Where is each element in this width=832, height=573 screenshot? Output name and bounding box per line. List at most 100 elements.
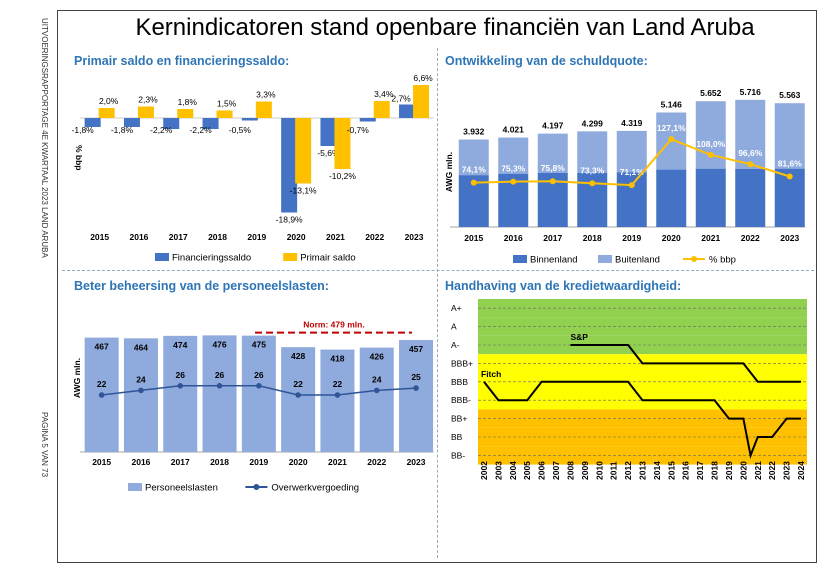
chart2-pct-point-2015: [470, 179, 477, 186]
chart2-total-2023: 5.563: [779, 90, 801, 100]
chart2-title: Ontwikkeling van de schuldquote:: [445, 54, 648, 68]
chart4-xtick-2019: 2019: [724, 461, 734, 480]
chart4-rating-BB-: BB-: [451, 450, 465, 460]
chart1-bar-primair-2018: [216, 110, 233, 118]
chart3-overwerk-point-2018: [216, 383, 223, 389]
chart4-rating-BBB-: BBB-: [451, 395, 471, 405]
page-number-label: PAGINA 5 VAN 73: [40, 412, 49, 478]
chart3-xtick-2015: 2015: [92, 457, 111, 467]
chart4-title: Handhaving van de kredietwaardigheid:: [445, 279, 682, 293]
chart1-label-1-2017: 1,8%: [178, 97, 198, 107]
chart3-bar-2021: [320, 349, 355, 452]
chart2-pct-label-2018: 73,3%: [580, 165, 605, 175]
chart3-xtick-2022: 2022: [367, 457, 386, 467]
chart4-xtick-2018: 2018: [710, 461, 720, 480]
chart1-bar-financieringssaldo-2018: [202, 118, 219, 129]
chart3-xtick-2020: 2020: [289, 457, 308, 467]
chart1-bar-primair-2021: [334, 118, 351, 169]
chart3-overwerk-label-2016: 24: [136, 374, 146, 384]
chart3-overwerk-point-2020: [295, 392, 301, 398]
chart1-bar-primair-2016: [137, 106, 154, 118]
chart4-xtick-2009: 2009: [580, 461, 590, 480]
page-title: Kernindicatoren stand openbare financiën…: [135, 14, 755, 41]
chart2-pct-point-2020: [668, 136, 675, 143]
chart1-label-1-2021: -10,2%: [329, 171, 356, 181]
chart1-xtick-2018: 2018: [208, 232, 227, 242]
chart3-title: Beter beheersing van de personeelslasten…: [74, 279, 329, 293]
chart3-bar-2022: [359, 347, 394, 452]
chart3-overwerk-point-2015: [98, 392, 105, 398]
chart3-bar-label-2018: 476: [212, 339, 226, 349]
chart2-legend-marker-2: [691, 256, 697, 262]
chart1-xtick-2019: 2019: [247, 232, 266, 242]
chart2-bar-buitenland-2016: [498, 137, 529, 174]
chart3-bar-label-2015: 467: [95, 342, 109, 352]
chart4-band-1: [478, 317, 807, 336]
chart4-xtick-2024: 2024: [796, 461, 806, 480]
chart2-pct-point-2023: [786, 173, 793, 180]
chart1-label-1-2015: 2,0%: [99, 96, 119, 106]
chart2-pct-point-2019: [628, 182, 635, 189]
chart1-bar-financieringssaldo-2019: [241, 118, 258, 121]
vertical-divider: [437, 48, 438, 558]
chart2-pct-point-2021: [707, 151, 714, 158]
chart3-bar-2018: [202, 335, 237, 452]
chart4-xtick-2007: 2007: [551, 461, 561, 480]
chart2-total-2015: 3.932: [463, 127, 485, 137]
report-side-label: UITVOERINGSRAPPORTAGE 4E KWARTAAL 2023 L…: [40, 18, 49, 258]
chart3-bar-label-2019: 475: [252, 340, 266, 350]
chart1-bar-financieringssaldo-2021: [320, 118, 337, 146]
chart2-pct-point-2016: [510, 178, 517, 185]
chart4-rating-BB+: BB+: [451, 414, 467, 424]
chart2-bar-buitenland-2019: [616, 130, 647, 173]
chart1-bar-financieringssaldo-2023: [399, 104, 416, 118]
chart3-legend-swatch-0: [128, 483, 142, 491]
chart2-pct-label-2021: 108,0%: [696, 139, 725, 149]
chart2-total-2016: 4.021: [503, 125, 525, 135]
chart1-label-1-2016: 2,3%: [138, 95, 158, 105]
chart1-xtick-2020: 2020: [287, 232, 306, 242]
chart1-bar-primair-2019: [255, 101, 272, 118]
chart2-pct-label-2017: 75,8%: [541, 163, 566, 173]
chart2-xtick-2022: 2022: [741, 233, 760, 243]
chart4-rating-A-: A-: [451, 340, 460, 350]
chart2-bar-buitenland-2022: [735, 99, 766, 169]
chart3-overwerk-point-2017: [177, 383, 184, 389]
chart3-overwerk-point-2022: [373, 387, 380, 394]
chart2-bar-binnenland-2019: [616, 172, 647, 227]
chart1-bar-primair-2015: [98, 108, 115, 118]
chart2-legend-label-0: Binnenland: [530, 255, 578, 266]
chart2-xtick-2021: 2021: [701, 233, 720, 243]
chart4-band-2: [478, 335, 807, 355]
chart1-label-1-2018: 1,5%: [217, 99, 237, 109]
chart2-pct-label-2020: 127,1%: [657, 123, 686, 133]
chart3-overwerk-point-2021: [334, 392, 341, 398]
chart2-xtick-2023: 2023: [780, 233, 799, 243]
chart3-overwerk-label-2023: 25: [411, 372, 421, 382]
chart2-bar-buitenland-2017: [537, 133, 568, 173]
chart1-label-0-2021: -5,6%: [317, 148, 340, 158]
chart4-band-0: [478, 299, 807, 318]
chart2-legend-swatch-1: [598, 255, 612, 263]
chart2-pct-label-2022: 96,6%: [738, 148, 763, 158]
chart1-bar-primair-2020: [295, 118, 312, 184]
chart2-pct-point-2022: [747, 161, 754, 168]
chart3-overwerk-label-2020: 22: [293, 379, 303, 389]
chart4-xtick-2005: 2005: [522, 461, 532, 480]
chart2-legend-label-1: Buitenland: [615, 255, 660, 266]
chart3-bar-label-2017: 474: [173, 340, 187, 350]
chart3-overwerk-label-2018: 26: [215, 370, 225, 380]
chart4-rating-BBB: BBB: [451, 377, 468, 387]
chart1-xtick-2017: 2017: [169, 232, 188, 242]
chart3-legend-marker-1: [253, 484, 260, 490]
chart1-label-0-2015: -1,8%: [72, 125, 95, 135]
chart3-overwerk-point-2019: [256, 383, 262, 389]
chart1-label-0-2018: -2,2%: [189, 125, 212, 135]
chart4-band-6: [478, 409, 807, 428]
chart4-xtick-2023: 2023: [782, 461, 792, 480]
chart1-label-0-2023: 2,7%: [391, 94, 411, 104]
chart3-bar-label-2022: 426: [370, 352, 384, 362]
chart3-bar-2016: [123, 338, 158, 452]
